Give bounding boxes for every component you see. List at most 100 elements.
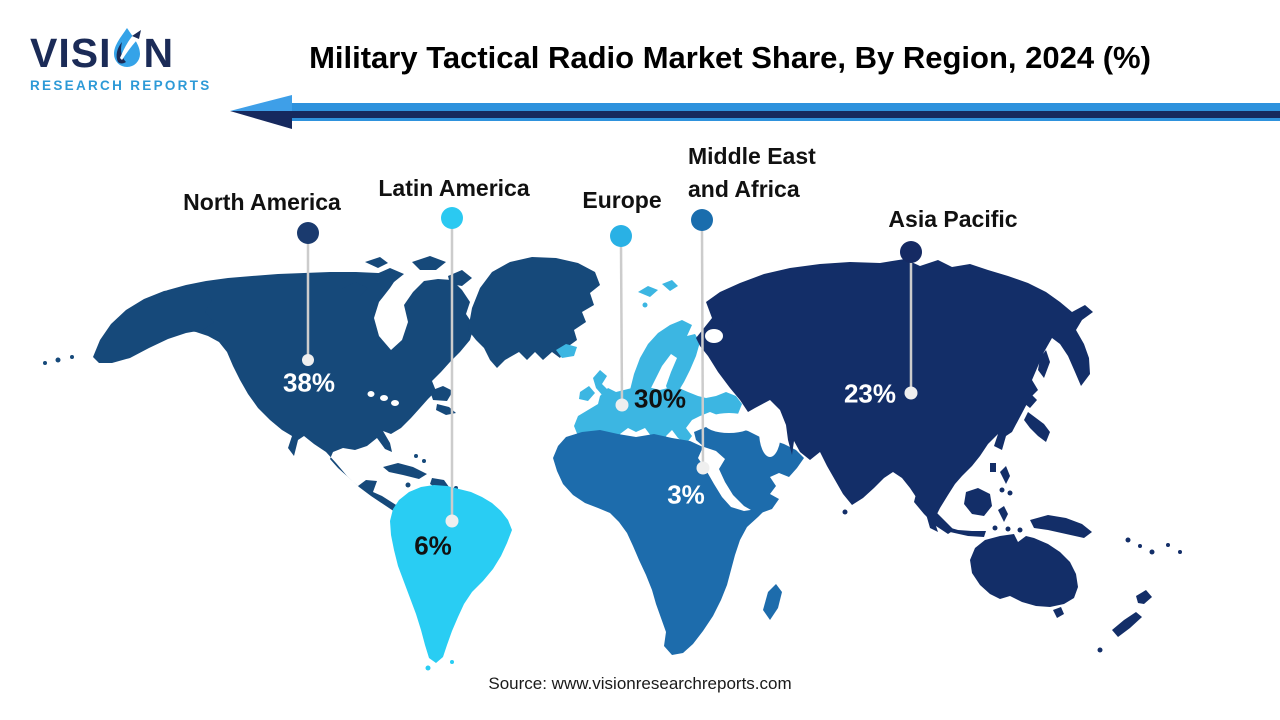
arctic-island [365,257,388,268]
svalbard [638,286,658,297]
pacific-islet [1125,537,1131,543]
great-lake [391,400,399,406]
leader-endpoint-europe [615,398,629,412]
share-value-latin-america: 6% [414,530,452,561]
arrow-shaft-middle [282,111,1280,118]
arrowhead-bottom [230,111,292,129]
region-label-latin-america: Latin America [378,175,530,201]
map-region-asia-pacific [696,259,1182,653]
aleutian-island [43,361,47,365]
borneo [964,488,992,516]
sakhalin [1038,350,1050,378]
lesser-sunda [1017,527,1023,533]
philippines [1000,466,1010,484]
svalbard [662,280,678,291]
map-region-latin-america [390,485,512,671]
japan-hokkaido [1020,393,1037,408]
greenland [468,257,600,368]
pacific-islet [1138,544,1142,548]
share-value-north-america: 38% [282,367,336,398]
pacific-islet [1149,549,1155,555]
share-value-europe: 30% [633,383,687,414]
caspian-sea [759,405,781,457]
marker-dot-middle-east-africa [691,209,713,231]
australia [970,534,1078,607]
region-label-north-america: North America [183,189,341,215]
north-america-mainland [152,272,474,526]
asia-mainland [696,259,1093,532]
region-label-europe: Europe [582,187,662,213]
arctic-islet [727,319,733,325]
sumatra [914,494,954,534]
leader-endpoint-latin-america [445,514,459,528]
bahamas [422,459,426,463]
arctic-island [448,270,472,286]
droplet-logo-icon [112,26,142,75]
great-lake [367,391,375,397]
vision-research-reports-logo: VISI N RESEARCH REPORTS [30,26,230,93]
scandinavia [630,320,700,397]
iceland [556,344,577,358]
map-region-north-america [43,256,600,526]
new-zealand-north [1136,590,1152,604]
pacific-islet [1178,550,1182,554]
title-underline-arrow [230,95,1280,129]
madagascar [763,584,782,620]
marker-dot-latin-america [441,207,463,229]
lesser-sunda [1005,526,1011,532]
great-lake [380,395,388,401]
page-title: Military Tactical Radio Market Share, By… [309,40,1151,75]
logo-text-part1: VISI [30,30,112,76]
arrowhead-top [230,95,292,111]
novaya-zemlya [735,292,758,316]
cuba [383,463,427,479]
europe-mainland [574,370,742,453]
philippine-islet [1007,490,1013,496]
arctic-island [412,256,446,270]
leader-endpoint-middle-east-africa [696,461,710,475]
java [944,526,986,537]
pacific-islet [1166,543,1170,547]
aleutian-island [70,355,74,359]
pacific-islet [1097,647,1103,653]
leader-line-europe [619,245,624,406]
aleutian-island [55,357,61,363]
ireland [579,386,595,401]
leader-endpoint-north-america [302,354,314,366]
map-seas [367,329,781,457]
japan-honshu [1024,412,1050,442]
south-america [390,485,512,663]
svalbard-islet [642,302,648,308]
region-label-asia-pacific: Asia Pacific [888,206,1018,232]
leader-lines [297,207,922,528]
newfoundland [430,386,453,401]
source-note: Source: www.visionresearchreports.com [488,674,792,693]
sri-lanka [842,509,848,515]
logo-tagline: RESEARCH REPORTS [30,78,212,93]
arctic-island [340,282,368,296]
falkland-islands [450,660,454,664]
jamaica [405,482,411,488]
new-zealand-south [1112,612,1142,637]
leader-line-middle-east-africa [700,229,705,469]
bahamas [414,454,418,458]
share-value-middle-east-africa: 3% [667,479,705,510]
tasmania [1053,607,1064,618]
logo-text-part2: N [143,30,175,76]
taiwan [990,463,996,472]
black-sea [704,413,754,433]
arrow-shaft-bottom [282,118,1280,121]
new-guinea [1030,515,1092,538]
sulawesi [998,506,1008,522]
alaska [93,287,214,363]
arctic-island [372,268,404,282]
africa [553,430,770,655]
map-region-middle-east-africa [553,427,804,655]
region-label-middle-east-africa: Middle East and Africa [688,143,816,202]
marker-dot-north-america [297,222,319,244]
leader-endpoint-asia-pacific [904,386,918,400]
marker-dot-asia-pacific [900,241,922,263]
share-value-asia-pacific: 23% [843,378,897,409]
